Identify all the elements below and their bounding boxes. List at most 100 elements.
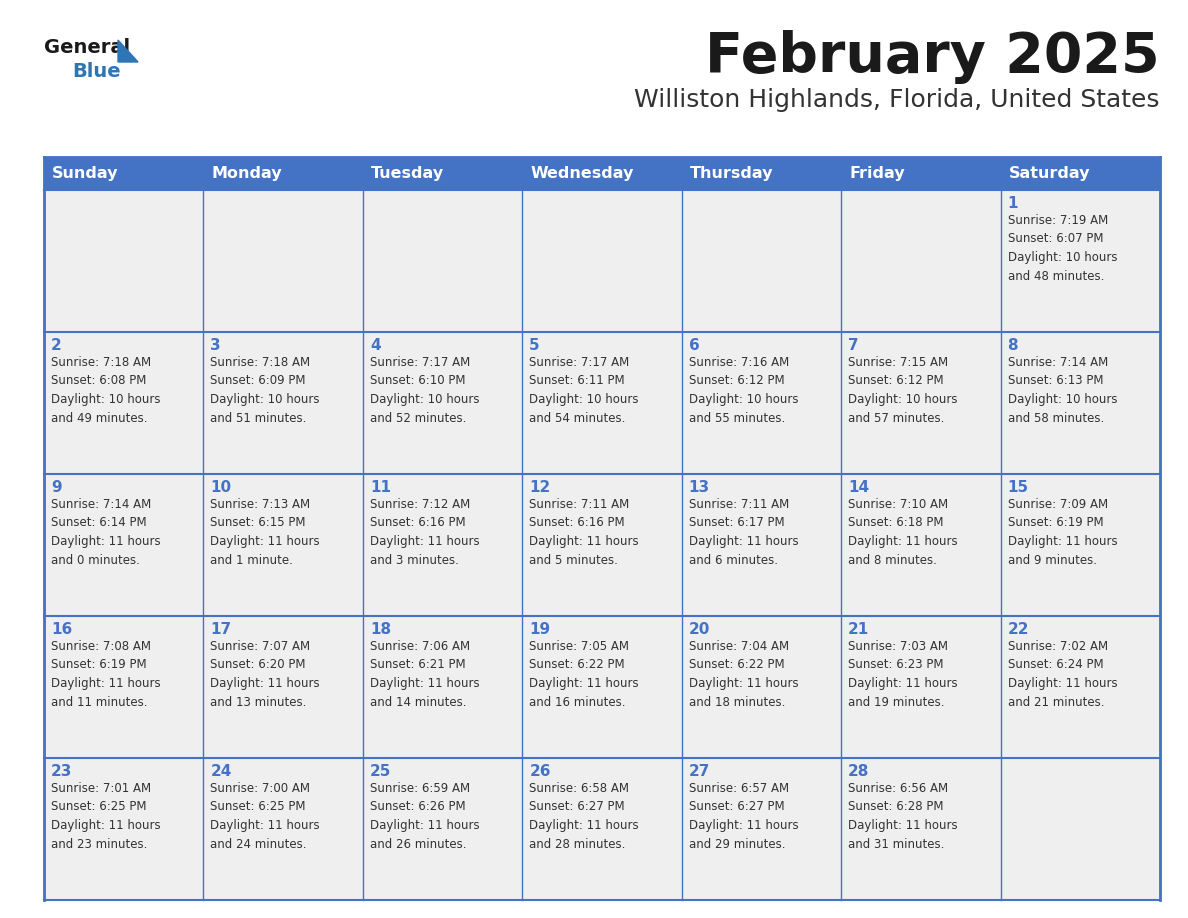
Bar: [362, 616, 523, 758]
Text: 11: 11: [369, 480, 391, 495]
Text: 5: 5: [530, 338, 539, 353]
Bar: [44, 474, 203, 616]
Bar: [682, 474, 841, 616]
Text: 10: 10: [210, 480, 232, 495]
Text: Thursday: Thursday: [690, 166, 773, 181]
Text: 17: 17: [210, 622, 232, 637]
Text: 26: 26: [530, 764, 551, 779]
Text: Wednesday: Wednesday: [530, 166, 633, 181]
Text: Sunrise: 7:17 AM
Sunset: 6:10 PM
Daylight: 10 hours
and 52 minutes.: Sunrise: 7:17 AM Sunset: 6:10 PM Dayligh…: [369, 356, 479, 424]
Text: Sunrise: 7:19 AM
Sunset: 6:07 PM
Daylight: 10 hours
and 48 minutes.: Sunrise: 7:19 AM Sunset: 6:07 PM Dayligh…: [1007, 214, 1117, 283]
Bar: [523, 332, 682, 474]
Text: 14: 14: [848, 480, 870, 495]
Text: Sunrise: 7:06 AM
Sunset: 6:21 PM
Daylight: 11 hours
and 14 minutes.: Sunrise: 7:06 AM Sunset: 6:21 PM Dayligh…: [369, 640, 480, 709]
Bar: [841, 157, 1000, 190]
Text: Sunrise: 7:04 AM
Sunset: 6:22 PM
Daylight: 11 hours
and 18 minutes.: Sunrise: 7:04 AM Sunset: 6:22 PM Dayligh…: [689, 640, 798, 709]
Text: Blue: Blue: [72, 62, 121, 81]
Text: 22: 22: [1007, 622, 1029, 637]
Text: Sunrise: 7:00 AM
Sunset: 6:25 PM
Daylight: 11 hours
and 24 minutes.: Sunrise: 7:00 AM Sunset: 6:25 PM Dayligh…: [210, 782, 320, 850]
Text: 9: 9: [51, 480, 62, 495]
Bar: [682, 758, 841, 900]
Bar: [203, 332, 362, 474]
Bar: [44, 157, 203, 190]
Text: Sunrise: 6:56 AM
Sunset: 6:28 PM
Daylight: 11 hours
and 31 minutes.: Sunrise: 6:56 AM Sunset: 6:28 PM Dayligh…: [848, 782, 958, 850]
Bar: [362, 758, 523, 900]
Text: 6: 6: [689, 338, 700, 353]
Bar: [44, 616, 203, 758]
Text: Sunrise: 7:05 AM
Sunset: 6:22 PM
Daylight: 11 hours
and 16 minutes.: Sunrise: 7:05 AM Sunset: 6:22 PM Dayligh…: [530, 640, 639, 709]
Bar: [1000, 157, 1159, 190]
Bar: [44, 190, 203, 332]
Text: Sunrise: 6:57 AM
Sunset: 6:27 PM
Daylight: 11 hours
and 29 minutes.: Sunrise: 6:57 AM Sunset: 6:27 PM Dayligh…: [689, 782, 798, 850]
Text: 2: 2: [51, 338, 62, 353]
Text: 25: 25: [369, 764, 391, 779]
Text: Sunrise: 7:18 AM
Sunset: 6:08 PM
Daylight: 10 hours
and 49 minutes.: Sunrise: 7:18 AM Sunset: 6:08 PM Dayligh…: [51, 356, 160, 424]
Text: 27: 27: [689, 764, 710, 779]
Text: 16: 16: [51, 622, 72, 637]
Text: Sunrise: 7:03 AM
Sunset: 6:23 PM
Daylight: 11 hours
and 19 minutes.: Sunrise: 7:03 AM Sunset: 6:23 PM Dayligh…: [848, 640, 958, 709]
Bar: [362, 332, 523, 474]
Bar: [841, 616, 1000, 758]
Bar: [203, 190, 362, 332]
Text: 23: 23: [51, 764, 72, 779]
Text: Sunrise: 7:12 AM
Sunset: 6:16 PM
Daylight: 11 hours
and 3 minutes.: Sunrise: 7:12 AM Sunset: 6:16 PM Dayligh…: [369, 498, 480, 566]
Bar: [1000, 758, 1159, 900]
Text: 12: 12: [530, 480, 550, 495]
Bar: [523, 474, 682, 616]
Text: Sunrise: 6:59 AM
Sunset: 6:26 PM
Daylight: 11 hours
and 26 minutes.: Sunrise: 6:59 AM Sunset: 6:26 PM Dayligh…: [369, 782, 480, 850]
Text: 24: 24: [210, 764, 232, 779]
Text: Sunrise: 7:07 AM
Sunset: 6:20 PM
Daylight: 11 hours
and 13 minutes.: Sunrise: 7:07 AM Sunset: 6:20 PM Dayligh…: [210, 640, 320, 709]
Text: Sunrise: 7:01 AM
Sunset: 6:25 PM
Daylight: 11 hours
and 23 minutes.: Sunrise: 7:01 AM Sunset: 6:25 PM Dayligh…: [51, 782, 160, 850]
Text: 20: 20: [689, 622, 710, 637]
Text: Sunrise: 7:16 AM
Sunset: 6:12 PM
Daylight: 10 hours
and 55 minutes.: Sunrise: 7:16 AM Sunset: 6:12 PM Dayligh…: [689, 356, 798, 424]
Text: General: General: [44, 38, 131, 57]
Text: 3: 3: [210, 338, 221, 353]
Bar: [841, 332, 1000, 474]
Bar: [1000, 190, 1159, 332]
Text: Sunrise: 7:15 AM
Sunset: 6:12 PM
Daylight: 10 hours
and 57 minutes.: Sunrise: 7:15 AM Sunset: 6:12 PM Dayligh…: [848, 356, 958, 424]
Bar: [682, 616, 841, 758]
Bar: [44, 758, 203, 900]
Text: Williston Highlands, Florida, United States: Williston Highlands, Florida, United Sta…: [634, 88, 1159, 112]
Text: 8: 8: [1007, 338, 1018, 353]
Bar: [1000, 616, 1159, 758]
Bar: [1000, 332, 1159, 474]
Text: Sunrise: 7:17 AM
Sunset: 6:11 PM
Daylight: 10 hours
and 54 minutes.: Sunrise: 7:17 AM Sunset: 6:11 PM Dayligh…: [530, 356, 639, 424]
Bar: [44, 332, 203, 474]
Bar: [203, 157, 362, 190]
Polygon shape: [118, 40, 138, 62]
Text: Sunrise: 7:09 AM
Sunset: 6:19 PM
Daylight: 11 hours
and 9 minutes.: Sunrise: 7:09 AM Sunset: 6:19 PM Dayligh…: [1007, 498, 1117, 566]
Text: 15: 15: [1007, 480, 1029, 495]
Text: Sunday: Sunday: [52, 166, 119, 181]
Bar: [203, 474, 362, 616]
Text: Sunrise: 7:11 AM
Sunset: 6:17 PM
Daylight: 11 hours
and 6 minutes.: Sunrise: 7:11 AM Sunset: 6:17 PM Dayligh…: [689, 498, 798, 566]
Text: Sunrise: 7:14 AM
Sunset: 6:13 PM
Daylight: 10 hours
and 58 minutes.: Sunrise: 7:14 AM Sunset: 6:13 PM Dayligh…: [1007, 356, 1117, 424]
Text: Saturday: Saturday: [1009, 166, 1091, 181]
Text: 28: 28: [848, 764, 870, 779]
Text: 7: 7: [848, 338, 859, 353]
Text: Monday: Monday: [211, 166, 282, 181]
Text: Sunrise: 7:02 AM
Sunset: 6:24 PM
Daylight: 11 hours
and 21 minutes.: Sunrise: 7:02 AM Sunset: 6:24 PM Dayligh…: [1007, 640, 1117, 709]
Bar: [203, 758, 362, 900]
Bar: [523, 190, 682, 332]
Bar: [362, 157, 523, 190]
Bar: [523, 616, 682, 758]
Text: Sunrise: 7:10 AM
Sunset: 6:18 PM
Daylight: 11 hours
and 8 minutes.: Sunrise: 7:10 AM Sunset: 6:18 PM Dayligh…: [848, 498, 958, 566]
Text: Friday: Friday: [849, 166, 905, 181]
Bar: [682, 190, 841, 332]
Bar: [523, 157, 682, 190]
Text: 19: 19: [530, 622, 550, 637]
Text: February 2025: February 2025: [706, 30, 1159, 84]
Text: Sunrise: 7:08 AM
Sunset: 6:19 PM
Daylight: 11 hours
and 11 minutes.: Sunrise: 7:08 AM Sunset: 6:19 PM Dayligh…: [51, 640, 160, 709]
Bar: [682, 332, 841, 474]
Text: 18: 18: [369, 622, 391, 637]
Bar: [1000, 474, 1159, 616]
Text: Sunrise: 7:11 AM
Sunset: 6:16 PM
Daylight: 11 hours
and 5 minutes.: Sunrise: 7:11 AM Sunset: 6:16 PM Dayligh…: [530, 498, 639, 566]
Bar: [841, 190, 1000, 332]
Bar: [841, 758, 1000, 900]
Text: 21: 21: [848, 622, 870, 637]
Bar: [682, 157, 841, 190]
Bar: [203, 616, 362, 758]
Text: Tuesday: Tuesday: [371, 166, 444, 181]
Text: Sunrise: 7:13 AM
Sunset: 6:15 PM
Daylight: 11 hours
and 1 minute.: Sunrise: 7:13 AM Sunset: 6:15 PM Dayligh…: [210, 498, 320, 566]
